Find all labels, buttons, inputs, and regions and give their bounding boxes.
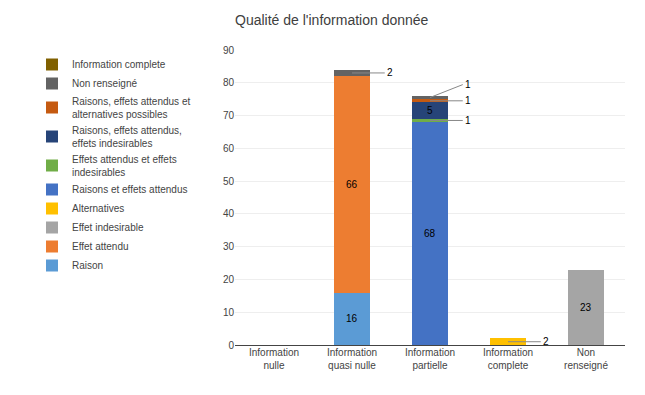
svg-text:Informationquasi nulle: Informationquasi nulle	[327, 347, 377, 371]
svg-text:Raisons, effets attendus,effet: Raisons, effets attendus,effets indesira…	[72, 125, 182, 149]
svg-text:Informationcomplete: Informationcomplete	[483, 347, 533, 371]
svg-text:Raisons et effets attendus: Raisons et effets attendus	[72, 184, 187, 195]
svg-text:10: 10	[223, 307, 235, 318]
svg-text:Nonrenseigné: Nonrenseigné	[564, 347, 608, 371]
svg-text:66: 66	[346, 179, 358, 190]
svg-text:Informationnulle: Informationnulle	[249, 347, 299, 371]
svg-text:20: 20	[223, 274, 235, 285]
svg-text:80: 80	[223, 77, 235, 88]
svg-text:5: 5	[427, 105, 433, 116]
svg-text:0: 0	[228, 340, 234, 351]
svg-text:Qualité de l'information donné: Qualité de l'information donnée	[235, 12, 429, 28]
svg-text:Information complete: Information complete	[72, 59, 166, 70]
svg-text:2: 2	[543, 336, 549, 347]
svg-text:Raison: Raison	[72, 260, 103, 271]
svg-text:1: 1	[465, 95, 471, 106]
svg-text:16: 16	[346, 313, 358, 324]
svg-text:Non renseigné: Non renseigné	[72, 78, 137, 89]
svg-text:50: 50	[223, 176, 235, 187]
svg-text:Informationpartielle: Informationpartielle	[405, 347, 455, 371]
svg-text:68: 68	[424, 228, 436, 239]
svg-text:30: 30	[223, 241, 235, 252]
svg-text:1: 1	[465, 79, 471, 90]
svg-text:70: 70	[223, 110, 235, 121]
svg-text:40: 40	[223, 208, 235, 219]
svg-text:1: 1	[465, 115, 471, 126]
svg-text:2: 2	[387, 67, 393, 78]
svg-text:Effet indesirable: Effet indesirable	[72, 222, 144, 233]
svg-text:Effet attendu: Effet attendu	[72, 241, 129, 252]
svg-text:Effets attendus et effetsindes: Effets attendus et effetsindesirables	[72, 154, 177, 178]
svg-text:90: 90	[223, 45, 235, 56]
svg-text:Alternatives: Alternatives	[72, 203, 124, 214]
svg-text:Raisons, effets attendus etalt: Raisons, effets attendus etalternatives …	[72, 96, 190, 120]
svg-text:23: 23	[580, 302, 592, 313]
svg-text:60: 60	[223, 143, 235, 154]
